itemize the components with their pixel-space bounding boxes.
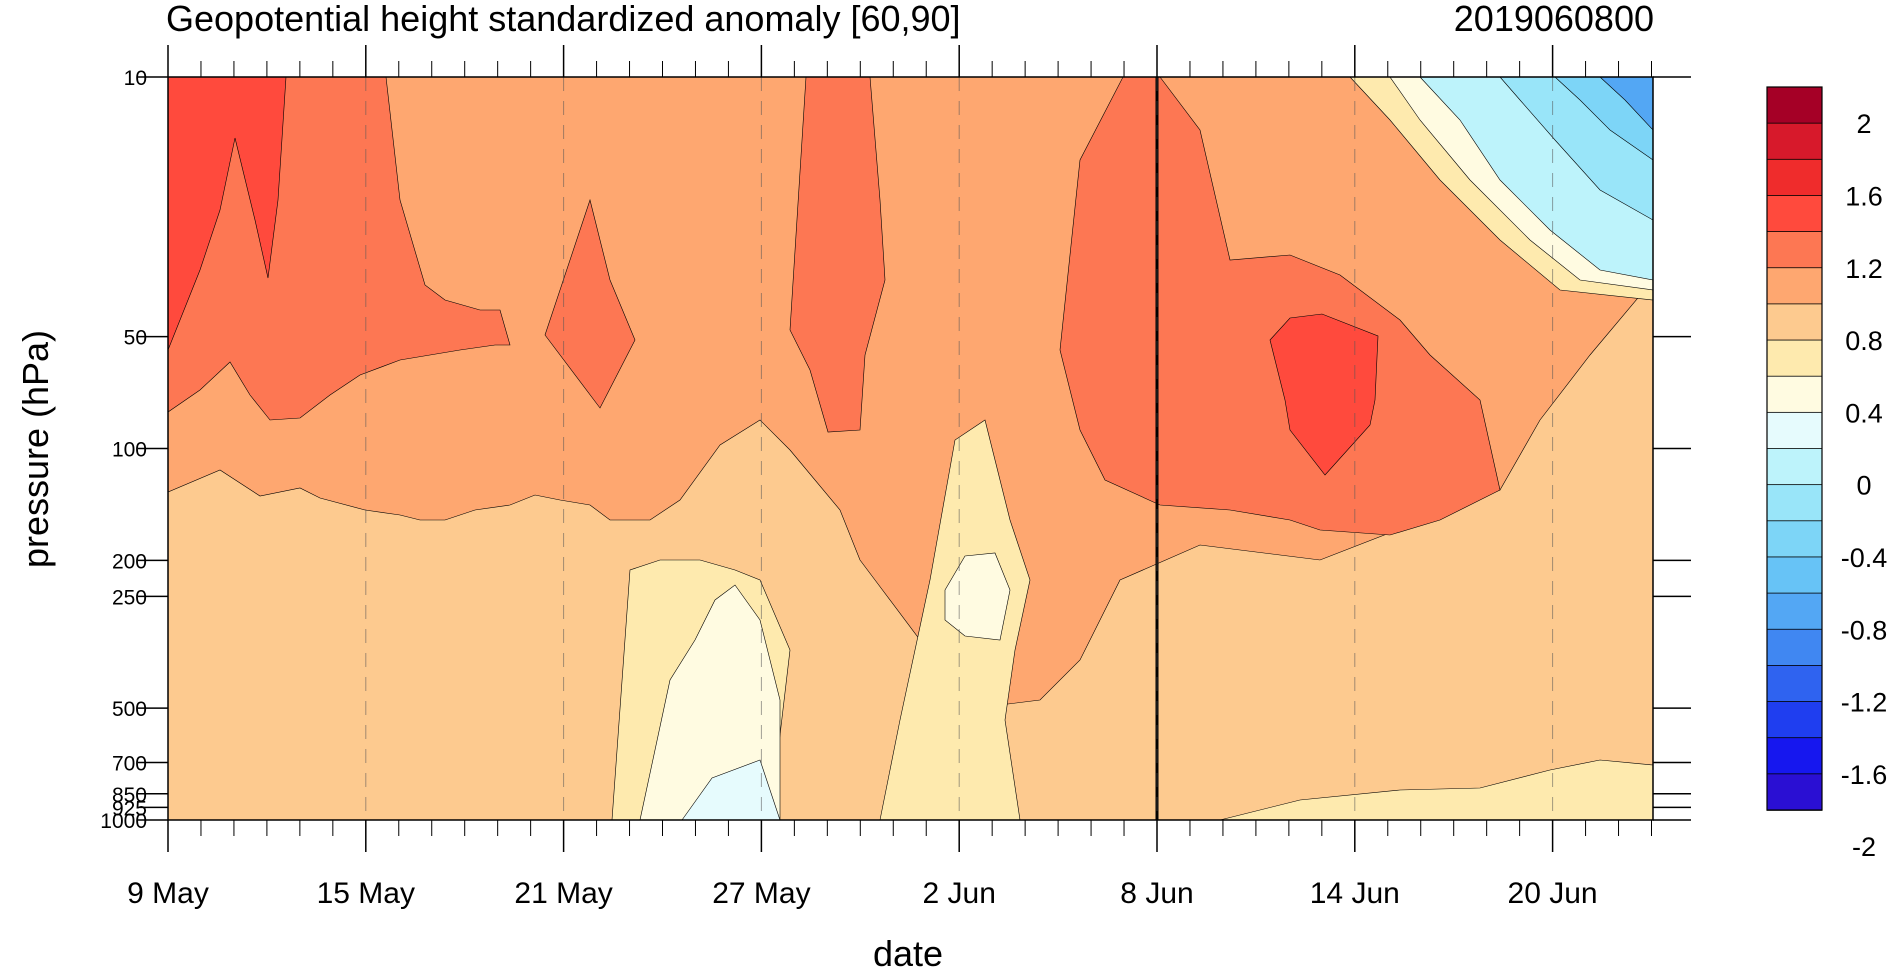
x-tick-label-9-may: 9 May [127,877,209,910]
colorbar-box [1766,592,1823,631]
contour-region-1-2-1-6-peak [789,76,886,433]
y-tick-label-500: 500 [112,698,147,721]
contour-region-1-2-1-6-mid [544,198,636,409]
x-tick-label-21-may: 21 May [514,877,612,910]
y-tick-label-10: 10 [124,67,147,90]
colorbar-label-0-4: -0.4 [1841,543,1888,573]
colorbar-label-0-8: -0.8 [1841,615,1888,645]
y-tick-label-850: 850 [112,784,147,807]
colorbar-label-1-6: -1.6 [1841,760,1888,790]
x-tick-label-2-jun: 2 Jun [923,877,996,910]
colorbar-label-1-2: -1.2 [1841,688,1888,718]
x-tick-label-27-may: 27 May [712,877,810,910]
colorbar-box [1766,375,1823,414]
colorbar-label-2: 2 [1856,109,1871,139]
chart-title: Geopotential height standardized anomaly… [166,0,961,39]
chart-date-stamp: 2019060800 [1453,0,1654,39]
colorbar-box [1766,339,1823,377]
x-axis-label: date [873,933,944,974]
contour-region-1-6-2-0-right [1269,313,1379,476]
colorbar-box [1766,520,1823,558]
y-tick-label-700: 700 [112,752,147,775]
contour-region-0-8-1-2 [167,76,1654,706]
colorbar-label-1-6: 1.6 [1845,181,1883,211]
contour-region-1-2-1-6-right [1059,76,1501,536]
x-tick-label-20-jun: 20 Jun [1508,877,1598,910]
y-axis-label: pressure (hPa) [15,329,56,569]
colorbar-box [1766,701,1823,739]
x-gridlines [365,77,1554,820]
colorbar-label-2: -2 [1852,832,1876,862]
y-tick-label-1000: 1000 [100,810,147,833]
contour-region-1-6-2-0-left [167,76,287,351]
colorbar-box [1766,195,1823,233]
x-tick-label-14-jun: 14 Jun [1310,877,1400,910]
y-tick-label-50: 50 [124,327,147,350]
contour-region-0-0-4 [639,584,781,821]
x-tick-label-8-jun: 8 Jun [1120,877,1193,910]
y-tick-label-925: 925 [112,797,147,820]
y-tick-label-250: 250 [112,586,147,609]
colorbar-box [1766,122,1823,161]
colorbar-box [1766,231,1823,269]
x-tick-label-15-may: 15 May [317,877,415,910]
colorbar-box [1766,267,1823,305]
colorbar-box [1766,773,1823,811]
colorbar-label-0: 0 [1856,471,1871,501]
x-axis: 9 May 15 May 21 May 27 May 2 Jun 8 Jun 14 Jun 2… [127,45,1652,910]
colorbar-box [1766,448,1823,486]
colorbar-box [1766,737,1823,775]
y-tick-label-200: 200 [112,550,147,573]
contour-region-0-0-4-mid [944,552,1011,641]
contour-plot-area [167,76,1654,821]
colorbar-box [1766,665,1823,703]
colorbar-box [1766,411,1823,450]
colorbar-label-1-2: 1.2 [1845,254,1883,284]
colorbar-label-0-4: 0.4 [1845,398,1883,428]
colorbar-label-0-8: 0.8 [1845,326,1883,356]
colorbar-box [1766,303,1823,341]
colorbar-box [1766,86,1823,124]
colorbar-box [1766,484,1823,522]
colorbar-box [1766,628,1823,667]
colorbar-box [1766,158,1823,197]
y-tick-label-100: 100 [112,439,147,462]
colorbar: 2 1.6 1.2 0.8 0.4 0 -0.4 -0.8 -1.2 -1.6 -2 [1766,86,1888,862]
colorbar-box [1766,556,1823,594]
